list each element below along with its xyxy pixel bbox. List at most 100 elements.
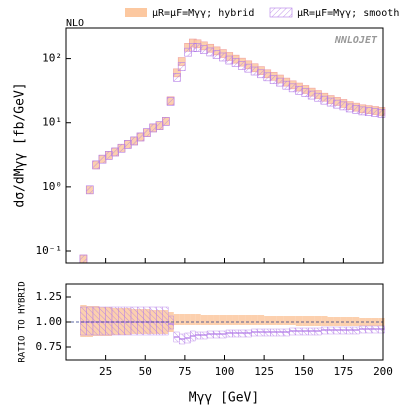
band-smooth bbox=[162, 306, 169, 336]
y-tick-label: 0.75 bbox=[36, 340, 63, 353]
band-hybrid bbox=[302, 316, 309, 326]
band-hybrid bbox=[270, 316, 277, 325]
box-marker-smooth bbox=[244, 63, 253, 73]
annotation: NNLOJET bbox=[334, 35, 378, 46]
band-smooth bbox=[130, 306, 138, 336]
box-marker-smooth bbox=[326, 97, 335, 107]
band-hybrid bbox=[283, 316, 290, 325]
box-marker-smooth bbox=[136, 132, 145, 142]
band-hybrid bbox=[333, 317, 341, 326]
box-marker-smooth bbox=[79, 254, 88, 264]
band-hybrid bbox=[276, 316, 284, 325]
box-marker-smooth bbox=[104, 151, 113, 160]
band-hybrid bbox=[371, 318, 379, 326]
legend-swatch bbox=[269, 7, 293, 18]
band-smooth bbox=[124, 306, 132, 336]
box-marker-smooth bbox=[173, 73, 181, 82]
x-tick-label: 100 bbox=[215, 365, 235, 378]
y-tick-label: 10² bbox=[42, 52, 62, 65]
band-smooth bbox=[118, 306, 125, 336]
y-axis-label: RATIO TO HYBRID bbox=[18, 281, 28, 362]
box-marker-smooth bbox=[225, 55, 234, 65]
box-marker-smooth bbox=[339, 101, 348, 111]
box-marker-smooth bbox=[352, 104, 360, 114]
box-marker-smooth bbox=[257, 69, 265, 79]
band-hybrid bbox=[190, 314, 196, 325]
band-smooth bbox=[149, 306, 157, 336]
band-hybrid bbox=[257, 315, 265, 325]
annotation: NLO bbox=[66, 18, 84, 29]
box-marker-smooth bbox=[263, 72, 272, 82]
x-tick-label: 25 bbox=[99, 365, 112, 378]
band-hybrid bbox=[289, 316, 296, 325]
box-marker-smooth bbox=[117, 143, 126, 153]
box-marker-smooth bbox=[111, 147, 119, 157]
box-marker-smooth bbox=[250, 66, 259, 76]
box-marker-smooth bbox=[193, 43, 202, 52]
legend-swatch bbox=[125, 8, 147, 17]
x-tick-label: 75 bbox=[178, 365, 191, 378]
box-marker-smooth bbox=[288, 83, 297, 93]
band-smooth bbox=[137, 306, 144, 336]
box-marker-smooth bbox=[85, 185, 94, 195]
band-hybrid bbox=[314, 316, 322, 326]
x-tick-label: 175 bbox=[333, 365, 353, 378]
box-marker-smooth bbox=[206, 47, 215, 57]
band-smooth bbox=[168, 315, 174, 330]
x-tick-label: 50 bbox=[139, 365, 152, 378]
box-marker-smooth bbox=[177, 62, 186, 71]
band-smooth bbox=[86, 306, 94, 336]
box-marker-smooth bbox=[358, 106, 367, 116]
y-tick-label: 10¹ bbox=[42, 116, 62, 129]
x-tick-label: 150 bbox=[294, 365, 314, 378]
band-hybrid bbox=[179, 314, 185, 325]
box-marker-smooth bbox=[333, 99, 341, 109]
box-marker-smooth bbox=[364, 107, 373, 116]
box-marker-smooth bbox=[276, 77, 284, 87]
band-hybrid bbox=[200, 315, 208, 325]
box-marker-smooth bbox=[92, 160, 100, 170]
box-marker-smooth bbox=[155, 121, 164, 130]
box-marker-smooth bbox=[166, 97, 175, 106]
box-marker-smooth bbox=[371, 108, 379, 117]
legend-label: μR=μF=Mγγ; hybrid bbox=[152, 8, 254, 19]
box-marker-smooth bbox=[212, 50, 221, 59]
legend-label: μR=μF=Mγγ; smooth bbox=[297, 8, 399, 19]
band-smooth bbox=[99, 306, 106, 336]
band-hybrid bbox=[238, 315, 246, 325]
band-hybrid bbox=[173, 314, 180, 325]
y-tick-label: 10⁰ bbox=[42, 180, 62, 193]
box-marker-smooth bbox=[307, 90, 316, 100]
y-tick-label: 1.25 bbox=[36, 290, 63, 303]
box-marker-smooth bbox=[377, 109, 386, 118]
band-hybrid bbox=[207, 315, 214, 325]
band-smooth bbox=[80, 306, 87, 336]
x-axis-label: Mγγ [GeV] bbox=[189, 391, 259, 406]
box-marker-smooth bbox=[320, 95, 329, 105]
band-smooth bbox=[111, 306, 119, 336]
band-hybrid bbox=[213, 315, 220, 325]
band-hybrid bbox=[327, 317, 334, 326]
band-smooth bbox=[143, 306, 151, 336]
plot-frame bbox=[65, 27, 384, 264]
band-hybrid bbox=[232, 315, 239, 325]
box-marker-smooth bbox=[295, 86, 303, 95]
band-hybrid bbox=[251, 315, 258, 325]
box-marker-smooth bbox=[143, 128, 151, 137]
box-marker-smooth bbox=[219, 52, 227, 62]
box-marker-smooth bbox=[282, 80, 291, 90]
band-hybrid bbox=[245, 315, 252, 325]
x-tick-label: 200 bbox=[373, 365, 393, 378]
box-marker-smooth bbox=[345, 103, 354, 113]
y-axis-label: dσ/dMγγ [fb/GeV] bbox=[13, 82, 28, 207]
box-marker-smooth bbox=[184, 47, 192, 57]
band-hybrid bbox=[346, 317, 353, 326]
box-marker-smooth bbox=[124, 140, 132, 149]
y-tick-label: 10⁻¹ bbox=[36, 244, 63, 257]
box-marker-smooth bbox=[301, 88, 310, 97]
y-tick-label: 1.00 bbox=[36, 315, 63, 328]
band-hybrid bbox=[295, 316, 303, 326]
band-smooth bbox=[105, 306, 113, 336]
band-hybrid bbox=[352, 317, 360, 326]
